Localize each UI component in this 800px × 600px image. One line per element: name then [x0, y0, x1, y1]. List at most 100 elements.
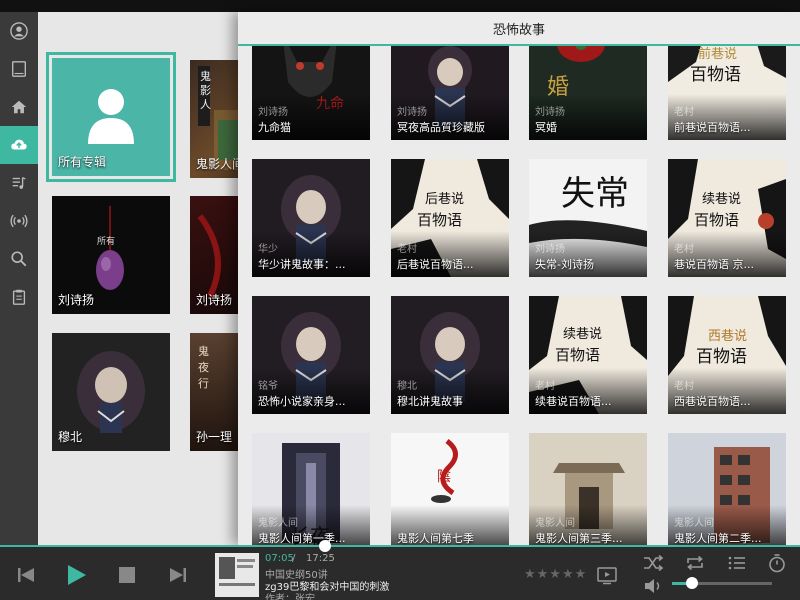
thumbnail-art [215, 553, 259, 597]
panel-title: 恐怖故事 [238, 12, 800, 46]
volume-level [672, 582, 692, 585]
nav-radio[interactable] [0, 202, 38, 240]
stop-button[interactable] [115, 563, 139, 587]
svg-text:鬼: 鬼 [200, 69, 211, 83]
album-tile-title: 鬼影人间第三季... [535, 532, 623, 545]
nav-home[interactable] [0, 88, 38, 126]
nav-device[interactable] [0, 50, 38, 88]
svg-text:行: 行 [198, 377, 209, 390]
elapsed-time: 07:05 [265, 553, 294, 564]
repeat-icon[interactable] [684, 552, 706, 574]
screen-icon[interactable] [596, 564, 618, 586]
shuffle-icon[interactable] [642, 552, 664, 574]
album-card[interactable]: 穆北 [52, 333, 170, 451]
album-tile[interactable]: 穆北 穆北讲鬼故事 [391, 296, 509, 414]
previous-button[interactable] [14, 563, 38, 587]
svg-text:影: 影 [200, 84, 211, 97]
next-button[interactable] [166, 563, 190, 587]
album-tile[interactable]: 铭爷 恐怖小说家亲身... [252, 296, 370, 414]
nav-library[interactable] [0, 164, 38, 202]
nav-search[interactable] [0, 240, 38, 278]
radio-icon [10, 214, 28, 228]
album-tile-title: 华少讲鬼故事：... [258, 258, 346, 271]
album-tile-title: 恐怖小说家亲身... [258, 395, 346, 408]
album-cover-art: 所有 [96, 206, 124, 290]
album-tile[interactable]: 失常 刘诗扬 失常-刘诗扬 [529, 159, 647, 277]
album-card[interactable]: 所有 刘诗扬 [52, 196, 170, 314]
album-tile[interactable]: 续巷说 百物语 老村 巷说百物语 京... [668, 159, 786, 277]
album-tile-title: 失常-刘诗扬 [535, 258, 594, 271]
next-icon [170, 568, 186, 582]
album-tile-author: 刘诗扬 [258, 107, 288, 118]
svg-text:前巷说: 前巷说 [698, 46, 737, 62]
playlist-icon[interactable] [726, 552, 748, 574]
volume-slider[interactable] [672, 577, 772, 589]
svg-text:续巷说: 续巷说 [702, 192, 741, 207]
album-card-label: 穆北 [58, 430, 83, 444]
album-cover-art [77, 351, 145, 433]
volume-knob[interactable] [686, 577, 698, 589]
person-icon [88, 89, 134, 144]
svg-text:百物语: 百物语 [555, 346, 600, 364]
album-tile[interactable]: 西巷说 百物语 老村 西巷说百物语... [668, 296, 786, 414]
album-tile-title: 九命猫 [258, 121, 291, 134]
svg-text:百物语: 百物语 [690, 65, 741, 85]
svg-text:婚: 婚 [547, 75, 569, 100]
album-card-label: 刘诗扬 [58, 293, 95, 307]
volume-icon[interactable] [642, 575, 664, 597]
album-tile-author: 老村 [674, 381, 694, 392]
album-tile[interactable]: 陰 鬼影人间第七季 [391, 433, 509, 545]
svg-text:所有: 所有 [97, 235, 115, 247]
album-card-label: 刘诗扬 [196, 293, 233, 307]
album-tile-author: 穆北 [397, 381, 417, 392]
album-tile-author: 老村 [674, 107, 694, 118]
album-tile-title: 冥夜高品質珍藏版 [397, 121, 485, 134]
now-playing-thumbnail[interactable] [215, 553, 259, 597]
timer-icon[interactable] [766, 552, 788, 574]
svg-text:鬼: 鬼 [198, 344, 209, 358]
all-albums-card[interactable]: 所有专辑 [46, 52, 176, 182]
progress-scrubber[interactable] [318, 540, 331, 552]
home-icon [11, 100, 27, 114]
album-tile-title: 续巷说百物语... [535, 395, 612, 408]
album-tile[interactable]: 华少 华少讲鬼故事：... [252, 159, 370, 277]
svg-text:百物语: 百物语 [696, 347, 747, 367]
album-tile-author: 华少 [258, 244, 278, 255]
play-button[interactable] [64, 563, 88, 587]
player-bar: 07:05 / 17:25 中国史纲50讲 zg39巴黎和会对中国的刺激 作者：… [0, 540, 800, 600]
track-album: 中国史纲50讲 [265, 570, 328, 581]
category-panel: 恐怖故事 九命 刘诗扬 九命猫 刘诗扬 冥夜高品質珍藏版 婚 刘诗扬 冥婚 前巷… [238, 12, 800, 545]
album-tile-title: 鬼影人间第二季... [674, 532, 762, 545]
album-tile[interactable]: 鬼影人间 鬼影人间第二季... [668, 433, 786, 545]
album-tile[interactable]: 鬼影人间 鬼影人间第三季... [529, 433, 647, 545]
album-tile-author: 刘诗扬 [535, 244, 565, 255]
album-tile-author: 鬼影人间 [258, 518, 298, 529]
album-tile-author: 老村 [674, 244, 694, 255]
nav-cloud[interactable] [0, 126, 38, 164]
album-tile-title: 巷说百物语 京... [674, 258, 754, 271]
svg-text:夜: 夜 [198, 360, 209, 374]
nav-tasks[interactable] [0, 278, 38, 316]
album-tile[interactable]: 长夜 鬼影人间 鬼影人间第一季... [252, 433, 370, 545]
album-card-label: 鬼影人间 [196, 157, 245, 171]
album-cover-art: 鬼夜行 [198, 344, 209, 390]
svg-text:百物语: 百物语 [417, 211, 462, 229]
album-tile-title: 穆北讲鬼故事 [397, 395, 463, 408]
album-tile[interactable]: 续巷说 百物语 老村 续巷说百物语... [529, 296, 647, 414]
previous-icon [18, 568, 34, 582]
album-tile-author: 老村 [535, 381, 555, 392]
album-tile-title: 鬼影人间第七季 [397, 532, 474, 545]
album-tile-author: 鬼影人间 [674, 518, 714, 529]
album-tile[interactable]: 后巷说 百物语 老村 后巷说百物语... [391, 159, 509, 277]
search-icon [11, 251, 27, 267]
svg-text:后巷说: 后巷说 [425, 192, 464, 207]
svg-text:失常: 失常 [561, 174, 629, 214]
stop-icon [119, 567, 135, 583]
track-artist: 作者：张宏 [265, 594, 315, 600]
play-icon [68, 565, 86, 585]
track-title: zg39巴黎和会对中国的刺激 [265, 582, 390, 593]
clipboard-icon [12, 289, 26, 305]
rating-stars[interactable]: ★★★★★ [524, 567, 588, 582]
album-tile-title: 前巷说百物语... [674, 121, 751, 134]
nav-user[interactable] [0, 12, 38, 50]
